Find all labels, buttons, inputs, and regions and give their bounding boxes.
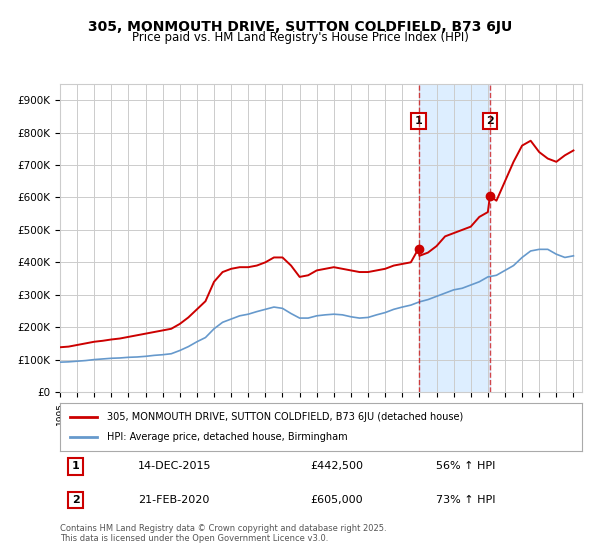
Text: 305, MONMOUTH DRIVE, SUTTON COLDFIELD, B73 6JU: 305, MONMOUTH DRIVE, SUTTON COLDFIELD, B… <box>88 20 512 34</box>
Bar <box>419 84 490 392</box>
Text: £605,000: £605,000 <box>311 495 363 505</box>
Text: 2: 2 <box>486 116 494 126</box>
Text: 14-DEC-2015: 14-DEC-2015 <box>139 461 212 472</box>
Text: 1: 1 <box>415 116 422 126</box>
Text: Price paid vs. HM Land Registry's House Price Index (HPI): Price paid vs. HM Land Registry's House … <box>131 31 469 44</box>
Text: 21-FEB-2020: 21-FEB-2020 <box>139 495 209 505</box>
Text: 73% ↑ HPI: 73% ↑ HPI <box>436 495 496 505</box>
Text: 56% ↑ HPI: 56% ↑ HPI <box>436 461 495 472</box>
Text: 1: 1 <box>72 461 80 472</box>
Text: £442,500: £442,500 <box>311 461 364 472</box>
Text: HPI: Average price, detached house, Birmingham: HPI: Average price, detached house, Birm… <box>107 432 347 442</box>
Text: 305, MONMOUTH DRIVE, SUTTON COLDFIELD, B73 6JU (detached house): 305, MONMOUTH DRIVE, SUTTON COLDFIELD, B… <box>107 412 463 422</box>
Text: Contains HM Land Registry data © Crown copyright and database right 2025.
This d: Contains HM Land Registry data © Crown c… <box>60 524 386 543</box>
Text: 2: 2 <box>72 495 80 505</box>
